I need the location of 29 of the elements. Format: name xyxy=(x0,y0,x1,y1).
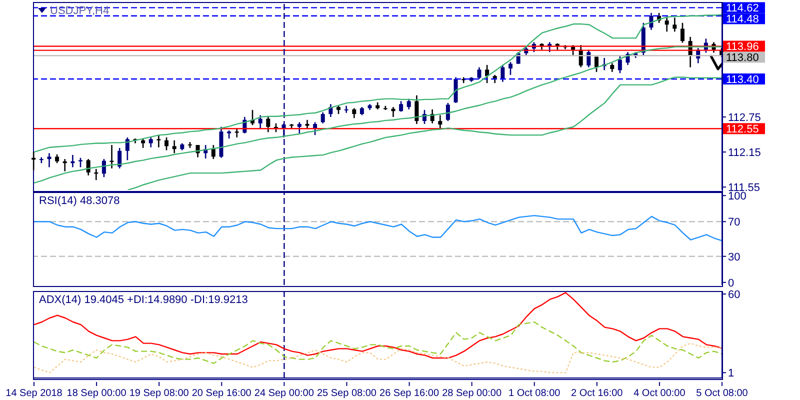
ref-line-label: 113.40 xyxy=(726,74,759,86)
ref-line-label: 113.80 xyxy=(726,52,759,64)
y-tick-label: 112.75 xyxy=(728,112,761,124)
ref-line-label: 114.62 xyxy=(726,2,759,15)
x-tick-label: 26 Sep 16:00 xyxy=(380,388,440,399)
y-tick-label: 70 xyxy=(728,216,740,229)
x-tick-label: 24 Sep 00:00 xyxy=(254,388,314,399)
x-tick-label: 18 Sep 00:00 xyxy=(66,388,127,399)
chart-title: RSI(14) 48.3078 xyxy=(39,195,120,207)
ref-line-label: 114.48 xyxy=(726,14,759,26)
x-tick-label: 14 Sep 2018 xyxy=(6,388,63,399)
y-tick-label: 30 xyxy=(728,251,740,264)
x-tick-label: 19 Sep 08:00 xyxy=(129,388,190,399)
x-tick-label: 1 Oct 08:00 xyxy=(508,388,561,399)
ref-line-label: 112.55 xyxy=(726,124,759,136)
y-tick-label: 112.15 xyxy=(728,146,761,159)
y-tick-label: 0 xyxy=(728,277,734,290)
ref-line-label: 113.96 xyxy=(726,41,759,54)
x-tick-label: 25 Sep 08:00 xyxy=(316,388,377,399)
chart-title: ADX(14) 19.4045 +DI:14.9890 -DI:19.9213 xyxy=(39,294,248,306)
y-tick-label: 60 xyxy=(728,288,740,301)
x-tick-label: 5 Oct 08:00 xyxy=(696,388,748,399)
x-tick-label: 2 Oct 16:00 xyxy=(571,388,624,399)
y-tick-label: 1 xyxy=(728,368,734,380)
x-tick-label: 20 Sep 16:00 xyxy=(192,388,252,399)
x-tick-label: 28 Sep 00:00 xyxy=(442,388,502,399)
y-tick-label: 100 xyxy=(728,190,746,203)
chart-title: USDJPY,H4 xyxy=(50,5,110,17)
x-tick-label: 4 Oct 00:00 xyxy=(634,388,686,399)
